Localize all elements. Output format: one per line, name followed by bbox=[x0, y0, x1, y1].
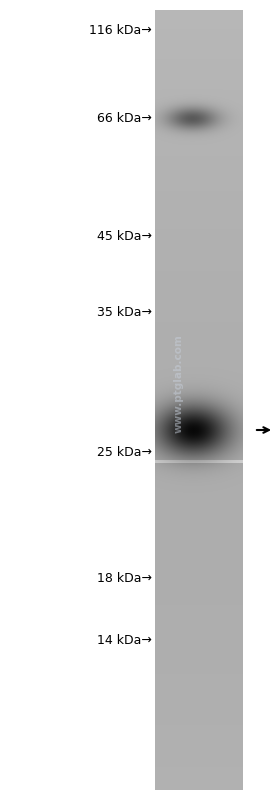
Text: 14 kDa→: 14 kDa→ bbox=[97, 634, 152, 646]
Text: www.ptglab.com: www.ptglab.com bbox=[174, 334, 184, 433]
Text: 18 kDa→: 18 kDa→ bbox=[97, 571, 152, 585]
Text: 116 kDa→: 116 kDa→ bbox=[89, 23, 152, 37]
Text: 66 kDa→: 66 kDa→ bbox=[97, 112, 152, 125]
Text: 45 kDa→: 45 kDa→ bbox=[97, 229, 152, 243]
Text: 35 kDa→: 35 kDa→ bbox=[97, 305, 152, 319]
Text: 25 kDa→: 25 kDa→ bbox=[97, 446, 152, 459]
